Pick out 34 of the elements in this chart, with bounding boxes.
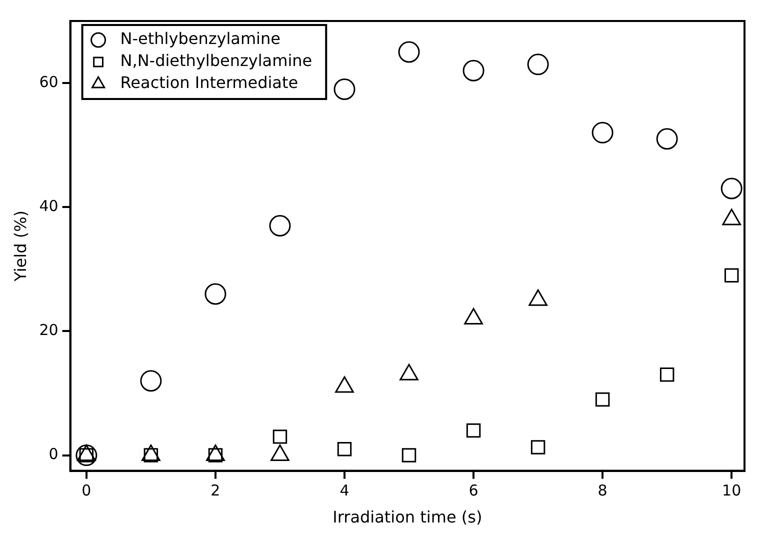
point xyxy=(402,448,416,462)
legend-label: N-ethlybenzylamine xyxy=(120,29,280,48)
point xyxy=(462,60,484,82)
legend-label: Reaction Intermediate xyxy=(120,73,298,92)
x-tick-label: 10 xyxy=(722,482,742,500)
point xyxy=(334,78,356,100)
y-tick-label: 60 xyxy=(39,72,58,91)
point xyxy=(660,368,674,382)
x-tick-label: 0 xyxy=(82,482,92,500)
y-tick-label: 20 xyxy=(39,321,58,340)
y-axis-title: Yield (%) xyxy=(10,210,30,282)
point xyxy=(720,178,742,200)
point xyxy=(269,214,291,236)
point xyxy=(398,41,420,63)
y-tick-label: 40 xyxy=(39,197,58,216)
x-tick-label: 4 xyxy=(340,482,350,500)
x-tick-label: 2 xyxy=(210,482,220,500)
point xyxy=(656,128,678,150)
point xyxy=(140,370,162,392)
point xyxy=(466,423,481,438)
point xyxy=(272,430,288,444)
x-tick-label: 6 xyxy=(468,482,478,500)
point xyxy=(530,440,546,454)
x-tick-label: 8 xyxy=(598,482,608,500)
y-tick-label: 0 xyxy=(48,445,58,464)
point xyxy=(76,444,98,466)
point xyxy=(204,283,226,305)
point xyxy=(724,268,739,282)
point xyxy=(592,122,614,144)
point xyxy=(337,442,352,456)
point xyxy=(527,54,549,76)
legend-label: N,N-diethylbenzylamine xyxy=(120,51,312,70)
point xyxy=(595,392,610,407)
x-axis-title: Irradiation time (s) xyxy=(332,508,482,527)
